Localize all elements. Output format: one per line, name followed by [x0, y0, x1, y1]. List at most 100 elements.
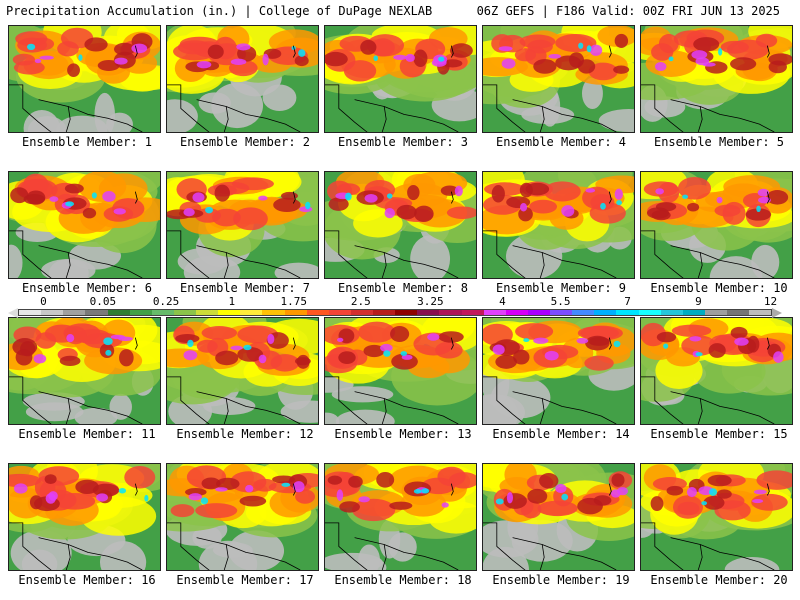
precip-map [8, 25, 161, 133]
panel-label-prefix: Ensemble Member: [337, 135, 461, 149]
panel-label: Ensemble Member: 12 [166, 427, 324, 441]
precip-map [166, 171, 319, 279]
member-number: 11 [141, 427, 156, 441]
legend-swatch [483, 310, 506, 315]
precip-map [482, 171, 635, 279]
panel-label-prefix: Ensemble Member: [653, 135, 777, 149]
panel-label: Ensemble Member: 8 [324, 281, 482, 295]
member-number: 4 [618, 135, 627, 149]
legend-swatch [19, 310, 42, 315]
legend-swatch [306, 310, 329, 315]
legend-swatch [63, 310, 86, 315]
legend-tick-label: 0.05 [89, 295, 117, 308]
panel-label: Ensemble Member: 11 [8, 427, 166, 441]
panel-label-prefix: Ensemble Member: [334, 573, 458, 587]
member-number: 13 [457, 427, 472, 441]
legend-swatch [350, 310, 373, 315]
panel-label: Ensemble Member: 7 [166, 281, 324, 295]
legend-swatch [505, 310, 528, 315]
panel-label: Ensemble Member: 10 [640, 281, 798, 295]
precip-map [166, 463, 319, 571]
panel-label-prefix: Ensemble Member: [176, 573, 300, 587]
precip-map [640, 171, 793, 279]
member-number: 18 [457, 573, 472, 587]
panel-label: Ensemble Member: 15 [640, 427, 798, 441]
legend-swatch [727, 310, 750, 315]
color-legend: 0 0.05 0.25 1 1.75 2.5 3.25 4 5.5 7 9 12 [8, 296, 792, 320]
precip-map [482, 25, 635, 133]
member-number: 14 [615, 427, 630, 441]
legend-tick-label: 12 [763, 295, 778, 308]
panel-label: Ensemble Member: 4 [482, 135, 640, 149]
legend-max-arrow [772, 308, 782, 318]
legend-swatch [41, 310, 64, 315]
legend-swatch [240, 310, 263, 315]
legend-swatch [550, 310, 573, 315]
legend-swatch [107, 310, 130, 315]
member-number: 17 [299, 573, 314, 587]
legend-swatch [284, 310, 307, 315]
precip-map [324, 171, 477, 279]
panel-label-prefix: Ensemble Member: [18, 427, 142, 441]
legend-tick-label: 1 [228, 295, 236, 308]
member-number: 5 [776, 135, 785, 149]
legend-tick-label: 7 [624, 295, 631, 308]
precip-map [166, 317, 319, 425]
legend-swatch [660, 310, 683, 315]
legend-tick-label: 2.5 [350, 295, 371, 308]
member-number: 1 [144, 135, 153, 149]
panel-label: Ensemble Member: 20 [640, 573, 798, 587]
panel-label: Ensemble Member: 16 [8, 573, 166, 587]
member-number: 20 [773, 573, 788, 587]
member-number: 9 [618, 281, 627, 295]
panel-label: Ensemble Member: 19 [482, 573, 640, 587]
panel-label-prefix: Ensemble Member: [334, 427, 458, 441]
legend-swatch [328, 310, 351, 315]
panel-label-prefix: Ensemble Member: [18, 573, 142, 587]
legend-swatch [749, 310, 772, 315]
panel-label-prefix: Ensemble Member: [337, 281, 461, 295]
legend-swatch [638, 310, 661, 315]
legend-swatch [395, 310, 418, 315]
legend-tick-label: 4 [499, 295, 506, 308]
legend-swatch [373, 310, 396, 315]
panel-label-prefix: Ensemble Member: [179, 281, 303, 295]
panel-label: Ensemble Member: 2 [166, 135, 324, 149]
precip-map [166, 25, 319, 133]
legend-swatch [682, 310, 705, 315]
legend-swatch [151, 310, 174, 315]
member-number: 10 [773, 281, 788, 295]
panel-label: Ensemble Member: 17 [166, 573, 324, 587]
legend-swatch [439, 310, 462, 315]
panel-label: Ensemble Member: 5 [640, 135, 798, 149]
legend-tick-label: 0.25 [152, 295, 180, 308]
legend-tick-label: 0 [40, 295, 47, 308]
legend-swatch [262, 310, 285, 315]
precip-map [640, 463, 793, 571]
panel-label-prefix: Ensemble Member: [176, 427, 300, 441]
panel-label: Ensemble Member: 1 [8, 135, 166, 149]
member-number: 12 [299, 427, 314, 441]
legend-swatch [594, 310, 617, 315]
precip-map [8, 171, 161, 279]
legend-min-arrow [8, 308, 18, 318]
member-number: 6 [144, 281, 153, 295]
legend-color-strip [18, 309, 772, 316]
panel-label-prefix: Ensemble Member: [179, 135, 303, 149]
panel-label: Ensemble Member: 14 [482, 427, 640, 441]
precip-map [640, 317, 793, 425]
legend-swatch [129, 310, 152, 315]
legend-tick-label: 1.75 [280, 295, 308, 308]
member-number: 15 [773, 427, 788, 441]
legend-swatch [616, 310, 639, 315]
panel-label-prefix: Ensemble Member: [650, 573, 774, 587]
legend-swatch [527, 310, 550, 315]
panel-label: Ensemble Member: 9 [482, 281, 640, 295]
legend-swatch [461, 310, 484, 315]
panel-label-prefix: Ensemble Member: [650, 427, 774, 441]
legend-swatch [173, 310, 196, 315]
precip-map [324, 463, 477, 571]
chart-title: Precipitation Accumulation (in.) | Colle… [6, 4, 433, 18]
panel-label-prefix: Ensemble Member: [495, 135, 619, 149]
